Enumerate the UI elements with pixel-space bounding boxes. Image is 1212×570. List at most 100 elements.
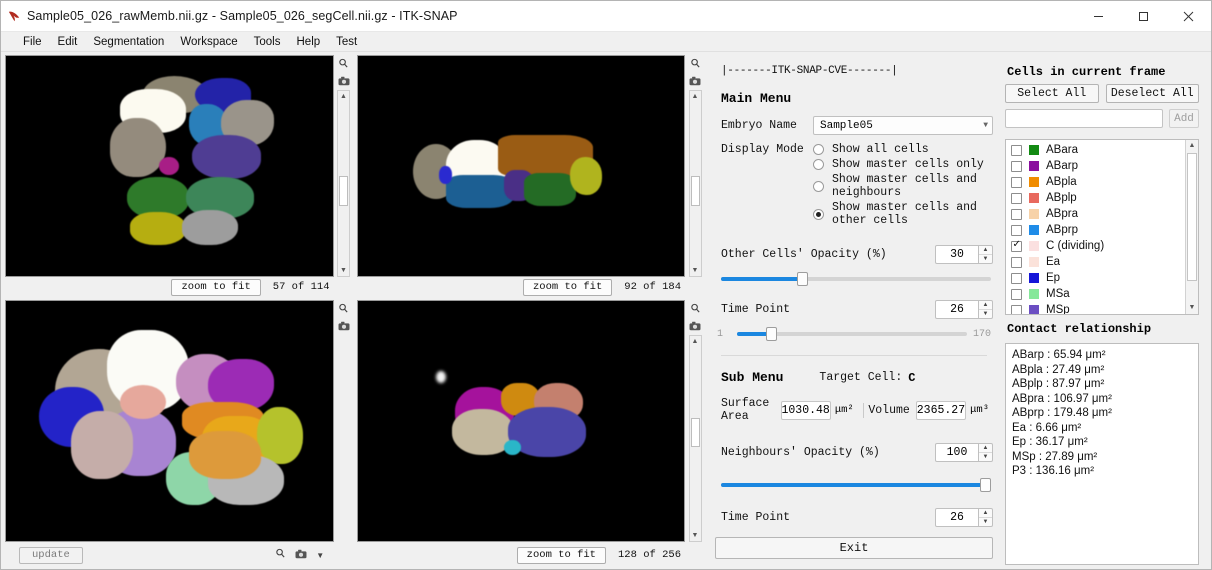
- cell-checkbox[interactable]: [1011, 144, 1022, 156]
- scroll-down-icon[interactable]: ▼: [691, 532, 699, 539]
- sagittal-canvas[interactable]: [356, 55, 685, 277]
- select-all-button[interactable]: Select All: [1005, 84, 1099, 103]
- stepper-up-icon[interactable]: ▲: [979, 301, 992, 310]
- chevron-down-icon[interactable]: ▼: [316, 550, 325, 560]
- cell-checkbox[interactable]: [1011, 224, 1022, 236]
- update-button[interactable]: update: [19, 546, 83, 564]
- other-cells-opacity-slider[interactable]: [721, 272, 991, 286]
- cell-list-item[interactable]: Ea: [1006, 254, 1185, 270]
- cell-list-item[interactable]: ABplp: [1006, 190, 1185, 206]
- stepper-up-icon[interactable]: ▲: [979, 509, 992, 518]
- stepper-buttons[interactable]: ▲ ▼: [979, 508, 993, 527]
- scroll-up-icon[interactable]: ▲: [691, 93, 699, 100]
- stepper-down-icon[interactable]: ▼: [982, 256, 989, 262]
- stepper-buttons[interactable]: ▲ ▼: [979, 300, 993, 319]
- scroll-down-icon[interactable]: ▼: [340, 267, 347, 274]
- cell-checkbox[interactable]: [1011, 304, 1022, 314]
- menu-tools[interactable]: Tools: [253, 35, 281, 48]
- magnifier-icon[interactable]: [686, 55, 704, 72]
- zoom-to-fit-button-axial[interactable]: zoom to fit: [171, 278, 261, 296]
- menu-file[interactable]: File: [23, 35, 42, 48]
- exit-button[interactable]: Exit: [715, 537, 993, 559]
- scroll-up-icon[interactable]: ▲: [691, 338, 699, 345]
- cell-checkbox[interactable]: [1011, 239, 1022, 252]
- add-cell-button[interactable]: Add: [1169, 109, 1199, 128]
- cell-list-item[interactable]: MSa: [1006, 286, 1185, 302]
- stepper-up-icon[interactable]: ▲: [979, 444, 992, 453]
- main-time-point-value[interactable]: 26: [935, 300, 979, 319]
- camera-icon[interactable]: [335, 72, 353, 89]
- radio-show-all-cells[interactable]: Show all cells: [813, 143, 993, 156]
- stepper-down-icon[interactable]: ▼: [982, 454, 989, 460]
- camera-icon[interactable]: [686, 72, 704, 89]
- contact-relationship-list[interactable]: ABarp : 65.94 μm² ABpla : 27.49 μm² ABplp …: [1005, 343, 1199, 565]
- camera-icon[interactable]: [686, 317, 704, 334]
- stepper-down-icon[interactable]: ▼: [982, 519, 989, 525]
- radio-show-master-and-other[interactable]: Show master cells and other cells: [813, 201, 993, 227]
- other-cells-opacity-stepper[interactable]: 30 ▲ ▼: [935, 245, 993, 264]
- zoom-to-fit-button-sagittal[interactable]: zoom to fit: [522, 278, 613, 296]
- cell-list-item[interactable]: C (dividing): [1006, 238, 1185, 254]
- scroll-up-icon[interactable]: ▲: [1188, 142, 1196, 149]
- cell-checkbox[interactable]: [1011, 288, 1022, 300]
- sub-time-point-value[interactable]: 26: [935, 508, 979, 527]
- magnifier-icon[interactable]: [686, 300, 704, 317]
- minimize-button[interactable]: [1076, 1, 1121, 32]
- cell-list-item[interactable]: ABprp: [1006, 222, 1185, 238]
- cell-checkbox[interactable]: [1011, 256, 1022, 268]
- radio-show-master-only[interactable]: Show master cells only: [813, 158, 993, 171]
- sagittal-vertical-scrollbar[interactable]: ▲ ▼: [688, 90, 702, 277]
- other-cells-opacity-value[interactable]: 30: [935, 245, 979, 264]
- main-time-point-slider[interactable]: [737, 327, 967, 341]
- stepper-buttons[interactable]: ▲ ▼: [979, 443, 993, 462]
- menu-edit[interactable]: Edit: [57, 35, 78, 48]
- axial-vertical-scrollbar[interactable]: ▲ ▼: [337, 90, 350, 277]
- stepper-up-icon[interactable]: ▲: [979, 246, 992, 255]
- menu-segmentation[interactable]: Segmentation: [93, 35, 165, 48]
- axial-footer: zoom to fit 57 of 114: [5, 277, 354, 297]
- scroll-down-icon[interactable]: ▼: [691, 267, 699, 274]
- cell-list-item[interactable]: ABara: [1006, 142, 1185, 158]
- cell-list-item[interactable]: ABpra: [1006, 206, 1185, 222]
- neighbours-opacity-slider[interactable]: [721, 478, 991, 492]
- scroll-down-icon[interactable]: ▼: [1188, 304, 1196, 311]
- cell-list-item[interactable]: ABarp: [1006, 158, 1185, 174]
- main-time-point-min: 1: [717, 328, 724, 340]
- cell-list-item[interactable]: Ep: [1006, 270, 1185, 286]
- neighbours-opacity-value[interactable]: 100: [935, 443, 979, 462]
- coronal-canvas[interactable]: [356, 300, 685, 542]
- neighbours-opacity-stepper[interactable]: 100 ▲ ▼: [935, 443, 993, 462]
- cell-checkbox[interactable]: [1011, 192, 1022, 204]
- cell-list-scrollbar[interactable]: ▲ ▼: [1185, 140, 1198, 314]
- camera-icon[interactable]: [335, 317, 353, 334]
- zoom-to-fit-button-coronal[interactable]: zoom to fit: [516, 546, 606, 564]
- cell-list-item[interactable]: MSp: [1006, 302, 1185, 314]
- cell-list[interactable]: ABara ABarp ABpla ABplp ABpra ABprp C (dividin…: [1005, 139, 1199, 315]
- cell-list-item[interactable]: ABpla: [1006, 174, 1185, 190]
- main-time-point-stepper[interactable]: 26 ▲ ▼: [935, 300, 993, 319]
- embryo-name-dropdown[interactable]: Sample05 ▼: [813, 116, 993, 135]
- scroll-up-icon[interactable]: ▲: [340, 93, 347, 100]
- stepper-buttons[interactable]: ▲ ▼: [979, 245, 993, 264]
- magnifier-icon[interactable]: [275, 548, 286, 562]
- menu-test[interactable]: Test: [336, 35, 358, 48]
- magnifier-icon[interactable]: [335, 55, 353, 72]
- deselect-all-button[interactable]: Deselect All: [1105, 84, 1199, 103]
- cell-checkbox[interactable]: [1011, 160, 1022, 172]
- render3d-canvas[interactable]: [5, 300, 334, 542]
- coronal-vertical-scrollbar[interactable]: ▲ ▼: [688, 335, 702, 542]
- close-button[interactable]: [1166, 1, 1211, 32]
- axial-canvas[interactable]: [5, 55, 334, 277]
- stepper-down-icon[interactable]: ▼: [982, 311, 989, 317]
- magnifier-icon[interactable]: [335, 300, 353, 317]
- sub-time-point-stepper[interactable]: 26 ▲ ▼: [935, 508, 993, 527]
- add-cell-input[interactable]: [1005, 109, 1163, 128]
- menu-help[interactable]: Help: [296, 35, 321, 48]
- radio-show-master-and-neighbours[interactable]: Show master cells and neighbours: [813, 173, 993, 199]
- menu-workspace[interactable]: Workspace: [180, 35, 238, 48]
- camera-icon[interactable]: [295, 548, 307, 562]
- cell-checkbox[interactable]: [1011, 272, 1022, 284]
- cell-checkbox[interactable]: [1011, 176, 1022, 188]
- maximize-button[interactable]: [1121, 1, 1166, 32]
- cell-checkbox[interactable]: [1011, 208, 1022, 220]
